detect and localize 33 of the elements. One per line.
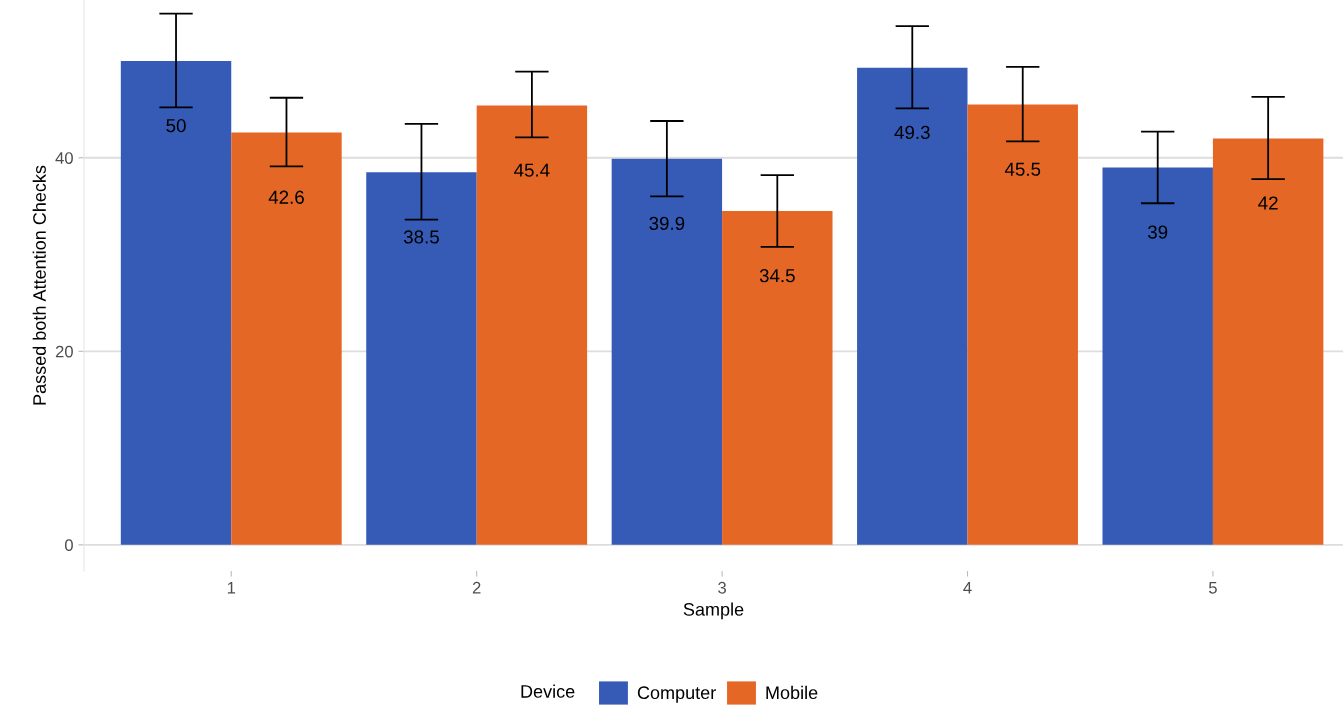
bar (1212, 138, 1324, 545)
x-tick-label: 4 (963, 582, 972, 594)
legend-title: Device (521, 684, 575, 698)
data-label: 42 (1258, 196, 1278, 210)
data-label: 39.9 (649, 216, 685, 231)
bar (120, 60, 232, 545)
y-axis-title: Passed both Attention Checks (32, 165, 46, 405)
data-label: 45.5 (1004, 162, 1041, 176)
y-tick-label: 20 (55, 345, 73, 358)
data-label: 50 (166, 118, 186, 133)
data-label: 38.5 (403, 230, 439, 244)
x-tick-label: 1 (227, 582, 236, 594)
x-tick-label: 5 (1208, 582, 1217, 594)
x-axis-title: Sample (683, 602, 744, 620)
legend-label: Mobile (766, 685, 818, 700)
bar (611, 158, 723, 545)
y-tick-label: 40 (55, 152, 73, 164)
data-label: 42.6 (268, 190, 304, 204)
bar (857, 67, 968, 545)
bar (366, 172, 477, 545)
bar (1102, 167, 1213, 545)
data-label: 49.3 (894, 125, 930, 140)
data-label: 34.5 (759, 269, 795, 283)
bar (967, 104, 1078, 545)
legend-label: Computer (637, 686, 716, 703)
x-tick-label: 2 (472, 581, 481, 594)
bar (231, 132, 342, 545)
bar (476, 105, 588, 545)
y-tick-label: 0 (64, 539, 73, 552)
bar (722, 210, 833, 545)
data-label: 39 (1148, 225, 1168, 239)
data-label: 45.4 (514, 163, 550, 177)
x-tick-label: 3 (718, 581, 726, 594)
